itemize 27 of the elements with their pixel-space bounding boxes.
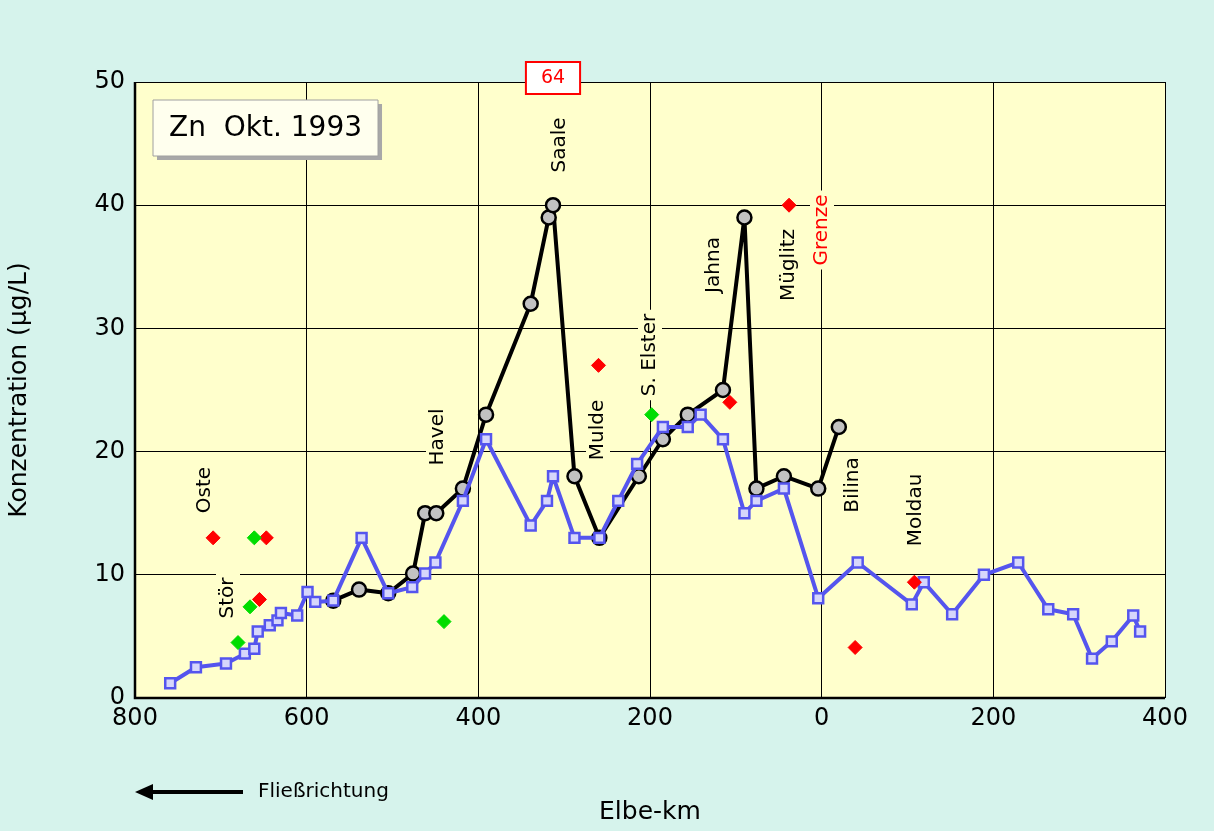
y-tick-label: 40 [94,189,125,218]
annotation: Moldau [902,473,927,547]
annotation: Bilina [839,457,864,513]
y-tick-label: 30 [94,312,125,341]
annotation: Stör [214,576,239,619]
y-axis-title: Konzentration (µg/L) [2,262,32,518]
annotation: S. Elster [636,313,661,397]
x-axis-title: Elbe-km [599,795,701,825]
annotation: Oste [191,466,216,514]
annotation: Mulde [584,399,609,461]
annotation: Saale [546,117,571,173]
annotation: 64 [540,64,566,87]
annotation: Havel [424,408,449,466]
x-tick-label: 200 [970,702,1017,731]
annotation: Jahna [700,237,725,295]
y-tick-label: 10 [94,559,125,588]
y-tick-label: 50 [94,66,125,95]
text: Fließrichtung [258,778,389,803]
x-tick-label: 400 [1142,702,1188,731]
x-tick-label: 600 [283,702,330,731]
x-tick-label: 0 [814,702,830,731]
annotation: Müglitz [775,228,800,302]
y-tick-label: 20 [94,435,125,464]
x-tick-label: 200 [627,702,673,731]
x-tick-label: 400 [455,702,502,731]
annotation: Grenze [808,194,833,266]
text: Zn Okt. 1993 [169,110,363,144]
